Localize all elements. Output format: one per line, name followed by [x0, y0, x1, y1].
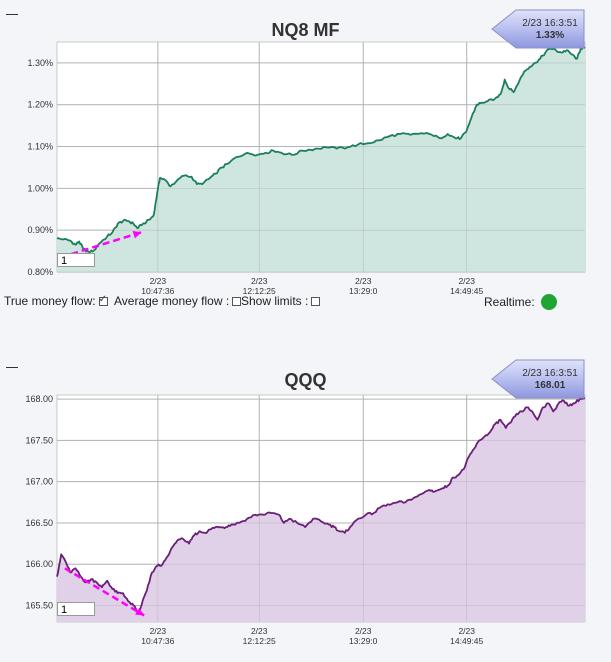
x-tick-time: 10:47:36: [141, 636, 174, 646]
value-badge-shape: [491, 9, 585, 49]
x-tick-date: 2/23: [251, 276, 268, 286]
y-tick-label: 0.90%: [27, 225, 53, 235]
chart-input-field[interactable]: 1: [57, 253, 95, 267]
x-tick-time: 10:47:36: [141, 286, 174, 295]
x-tick-time: 13:29:0: [349, 636, 378, 646]
average-money-flow-control[interactable]: Average money flow :: [114, 294, 242, 308]
minimize-icon[interactable]: [6, 367, 18, 368]
y-tick-label: 1.30%: [27, 58, 53, 68]
minimize-icon[interactable]: [6, 14, 18, 15]
y-tick-label: 167.00: [25, 477, 53, 487]
y-tick-label: 1.10%: [27, 142, 53, 152]
true-money-flow-checkbox[interactable]: [98, 294, 108, 306]
x-tick-date: 2/23: [251, 626, 268, 636]
realtime-control: Realtime:: [484, 294, 557, 310]
true-money-flow-label: True money flow:: [4, 294, 96, 308]
annotation-arrow-head: [132, 230, 142, 239]
series-line: [56, 46, 586, 254]
y-tick-label: 1.20%: [27, 100, 53, 110]
show-limits-label: Show limits :: [241, 294, 309, 308]
y-tick-label: 167.50: [25, 435, 53, 445]
chart-title: NQ8 MF: [271, 20, 340, 40]
y-tick-label: 166.00: [25, 559, 53, 569]
x-tick-date: 2/23: [150, 276, 167, 286]
value-badge-shape: [491, 359, 585, 399]
show-limits-checkbox[interactable]: [311, 296, 321, 306]
value-badge-value: 1.33%: [536, 30, 564, 41]
average-money-flow-label: Average money flow :: [114, 294, 230, 308]
chart-panel-qqq: QQQ 165.50 166.00 166.50 167.00 167.50 168.00…: [0, 345, 611, 662]
y-tick-label: 0.80%: [27, 267, 53, 277]
realtime-status-icon: [540, 294, 557, 310]
x-tick-time: 14:49:45: [450, 286, 483, 295]
x-tick-time: 13:29:0: [349, 286, 378, 295]
annotation-arrow-line: [64, 567, 145, 617]
value-badge-value: 168.01: [535, 380, 566, 391]
x-tick-time: 12:12:25: [243, 286, 276, 295]
show-limits-control[interactable]: Show limits :: [241, 294, 321, 308]
series-area: [57, 398, 585, 622]
chart-nq8-mf: 0.80%0.90%1.00%1.10%1.20%1.30%2/2310:47:…: [27, 9, 586, 295]
value-badge: 2/23 16:3:511.33%: [491, 9, 585, 49]
chart-controls: True money flow: Average money flow : Sh…: [4, 294, 604, 312]
x-tick-date: 2/23: [150, 626, 167, 636]
y-tick-label: 168.00: [25, 394, 53, 404]
chart-input-field[interactable]: 1: [57, 602, 95, 616]
series-area: [57, 47, 585, 273]
series-line: [56, 397, 586, 615]
x-tick-date: 2/23: [355, 626, 372, 636]
true-money-flow-control[interactable]: True money flow:: [4, 294, 108, 308]
x-tick-time: 12:12:25: [243, 636, 276, 646]
y-tick-label: 165.50: [25, 600, 53, 610]
x-tick-date: 2/23: [355, 276, 372, 286]
y-tick-label: 166.50: [25, 518, 53, 528]
chart-qqq: 165.50 166.00 166.50 167.00 167.50 168.00 2/23…: [25, 359, 586, 646]
x-tick-time: 14:49:45: [450, 636, 483, 646]
chart-title: QQQ: [284, 370, 327, 390]
x-tick-date: 2/23: [458, 626, 475, 636]
realtime-label: Realtime:: [484, 295, 535, 309]
x-tick-date: 2/23: [458, 276, 475, 286]
chart-panel-nq8-mf: NQ8 MF 0.80% 0.90% 1.00% 1.10% 1.20% 1.30% 2/2…: [0, 0, 611, 345]
average-money-flow-checkbox[interactable]: [232, 296, 242, 306]
value-badge-time: 2/23 16:3:51: [522, 368, 578, 379]
y-tick-label: 1.00%: [27, 183, 53, 193]
value-badge-time: 2/23 16:3:51: [522, 18, 578, 29]
annotation-arrow-head: [135, 607, 145, 616]
